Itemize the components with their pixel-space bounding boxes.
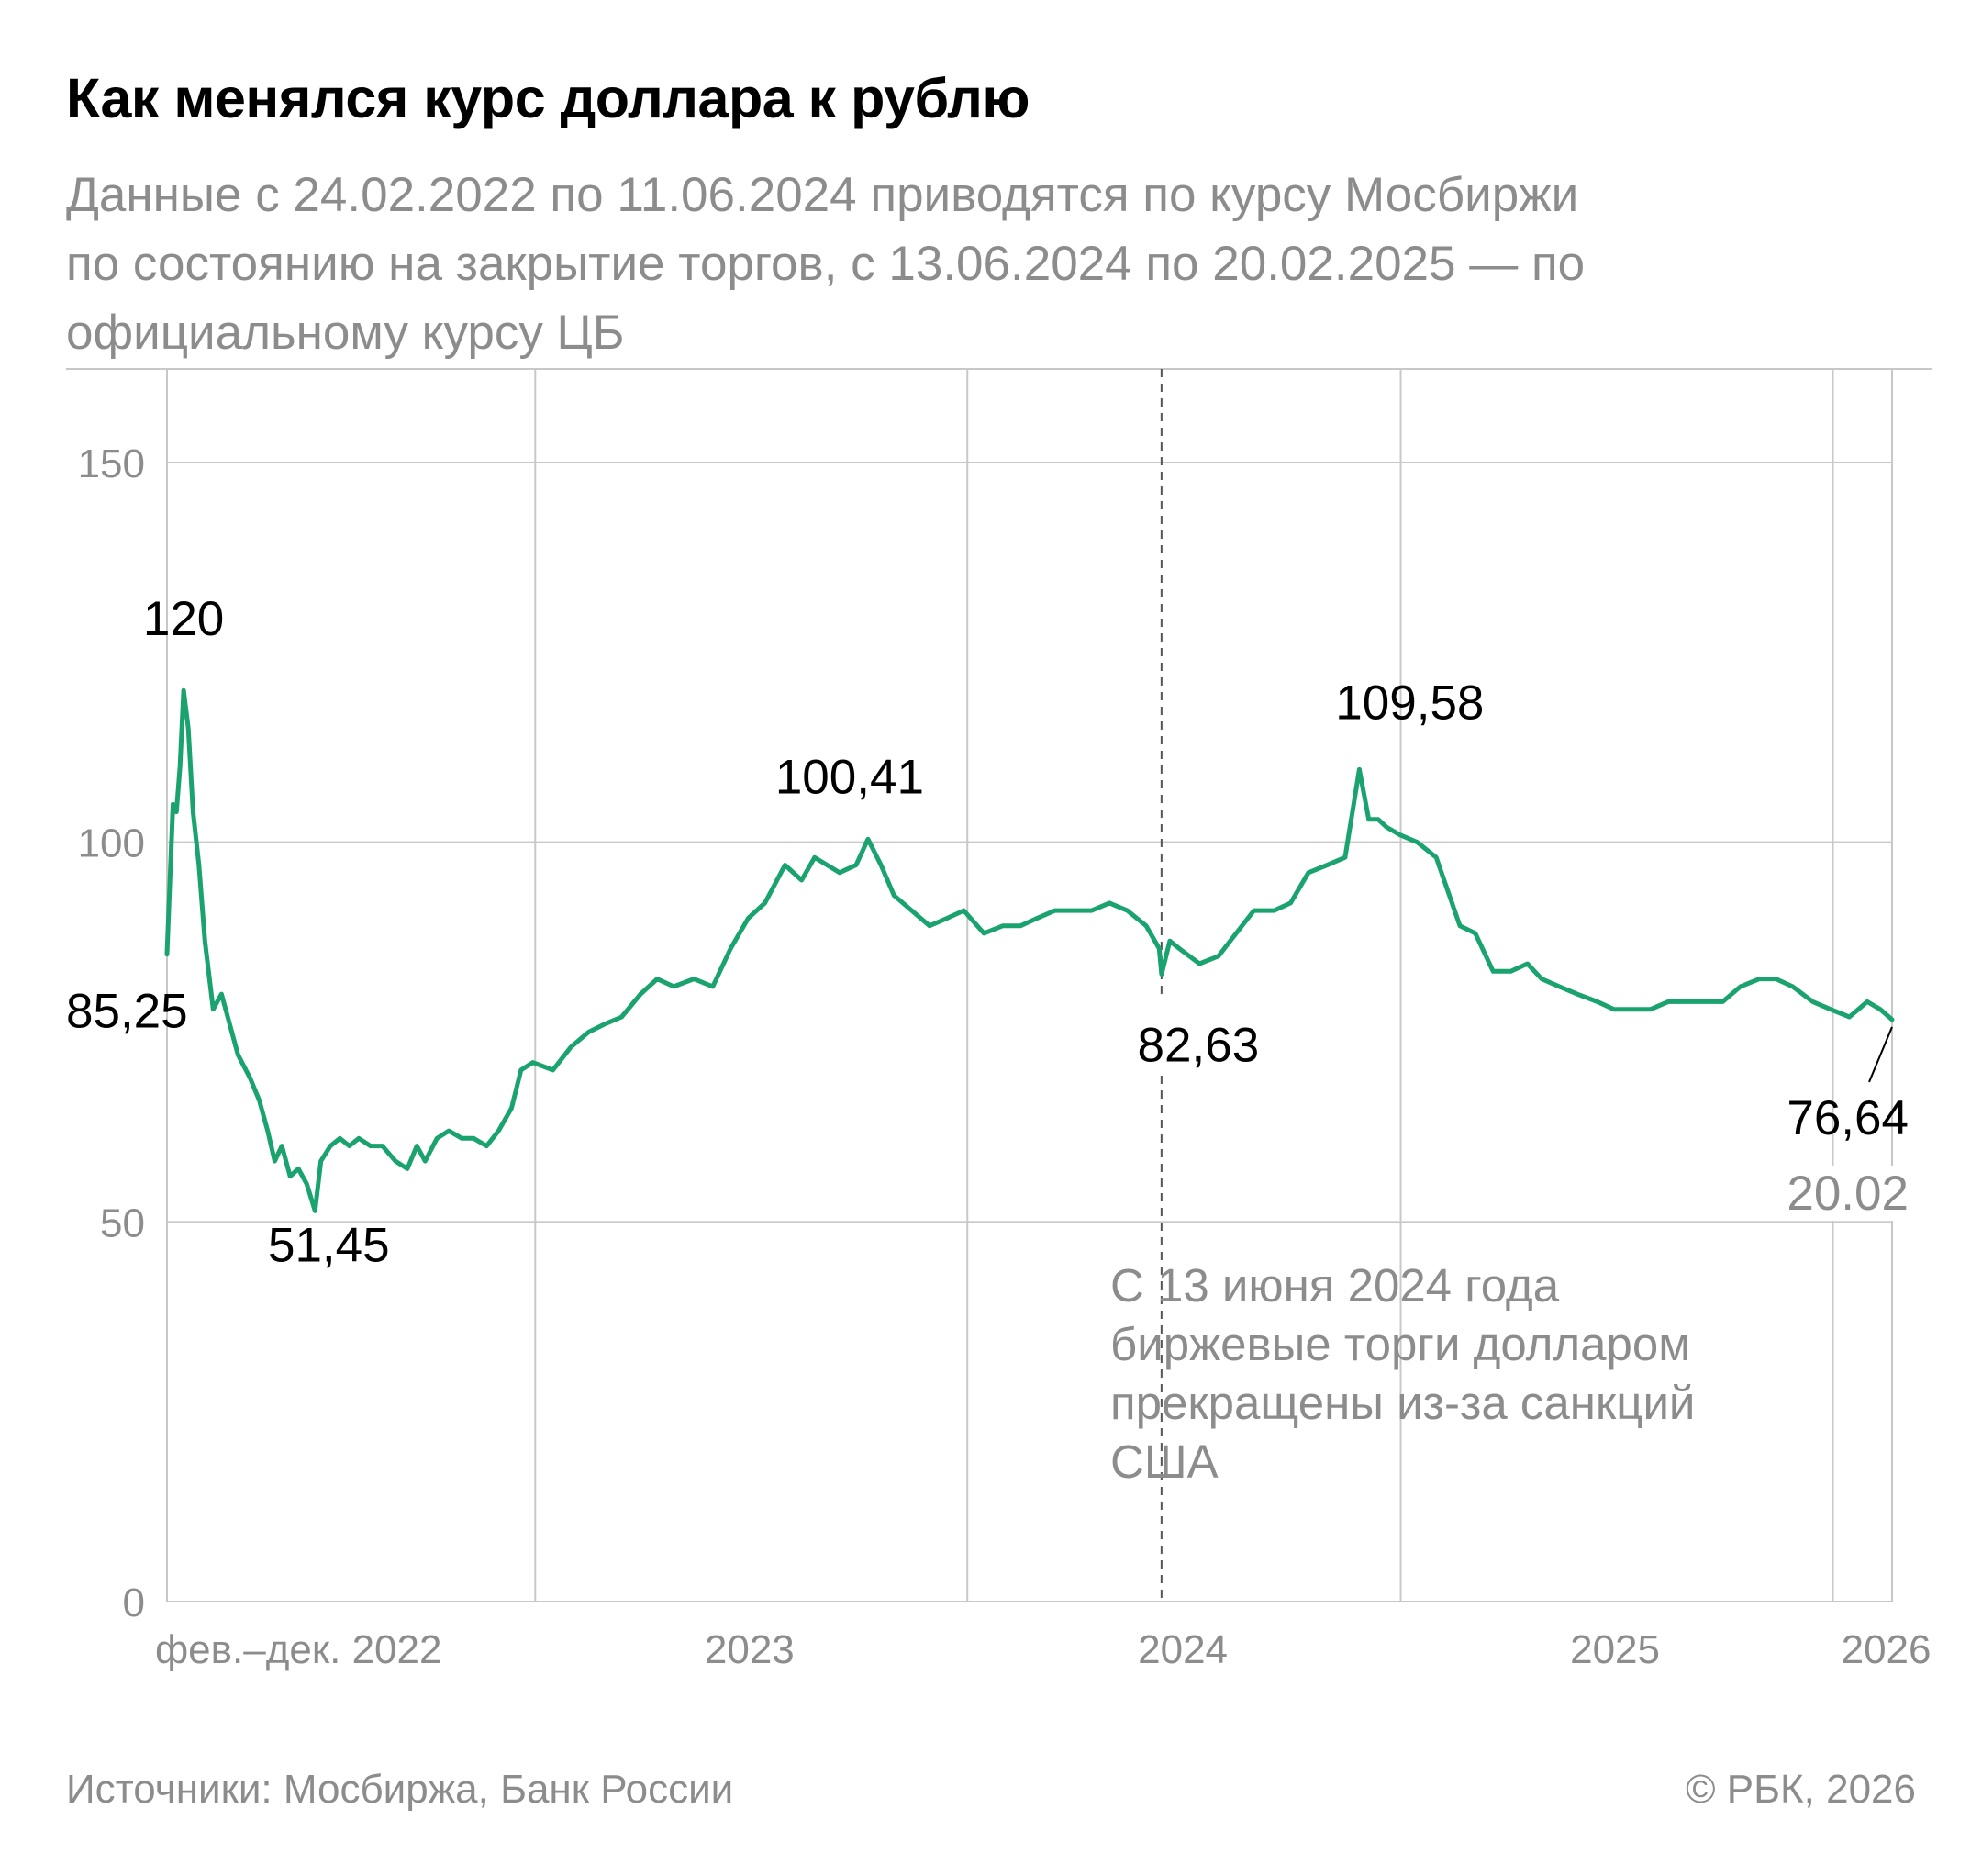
last-point-leader-line [1868, 1026, 1893, 1083]
x-tick-label-3: 2025 [1570, 1627, 1660, 1672]
y-tick-label-50: 50 [100, 1200, 145, 1245]
annotation-line-1: биржевые торги долларом [1110, 1318, 1690, 1370]
last-date-label-bg [1757, 1166, 1909, 1221]
annotation-line-2: прекращены из-за санкций [1110, 1377, 1695, 1429]
point-label-1: 120 [143, 592, 224, 646]
y-tick-label-0: 0 [123, 1580, 145, 1625]
x-tick-label-0: фев.–дек. 2022 [155, 1627, 441, 1672]
footer-copyright: © РБК, 2026 [1686, 1767, 1916, 1812]
x-tick-label-4: 2026 [1842, 1627, 1932, 1672]
y-tick-label-100: 100 [78, 821, 145, 866]
last-date-label: 20.02 [1787, 1167, 1909, 1221]
page-subtitle: Данные с 24.02.2022 по 11.06.2024 привод… [66, 168, 1586, 360]
annotation-layer: С 13 июня 2024 года биржевые торги доллар… [1110, 369, 1695, 1602]
footer-source: Источники: Мосбиржа, Банк России [66, 1767, 734, 1812]
point-label-5: 109,58 [1335, 676, 1484, 730]
point-label-0: 85,25 [66, 985, 188, 1039]
annotation-line-0: С 13 июня 2024 года [1110, 1259, 1560, 1312]
grid-layer: 0 50 100 150 фев.–дек. 2022 2023 2024 2025 2026 [66, 368, 1932, 1672]
annotation-text: С 13 июня 2024 года биржевые торги доллар… [1110, 1259, 1695, 1488]
page-title: Как менялся курс доллара к рублю [66, 67, 1030, 129]
x-tick-label-2: 2024 [1138, 1627, 1228, 1672]
annotation-line-3: США [1110, 1435, 1219, 1488]
series-line-usd-rub [164, 687, 1895, 1213]
point-label-2: 51,45 [268, 1218, 390, 1272]
point-label-4: 82,63 [1138, 1018, 1260, 1072]
point-label-3: 100,41 [775, 750, 924, 804]
x-tick-label-1: 2023 [705, 1627, 795, 1672]
y-tick-label-150: 150 [78, 441, 145, 486]
point-label-6: 76,64 [1787, 1091, 1909, 1145]
series-layer [164, 687, 1895, 1213]
label-layer: 85,25 120 51,45 100,41 82,63 109,58 76,64 20.02 [66, 592, 1909, 1272]
